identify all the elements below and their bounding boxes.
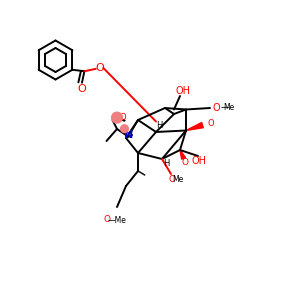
Text: OH: OH [176, 85, 190, 96]
Text: O: O [120, 113, 127, 122]
Text: —: — [221, 103, 229, 112]
Text: H: H [156, 122, 162, 130]
Text: O: O [95, 63, 104, 73]
Text: O: O [213, 103, 220, 113]
Text: O: O [103, 214, 110, 224]
Polygon shape [180, 150, 185, 159]
Text: H: H [163, 159, 170, 168]
Circle shape [121, 125, 128, 133]
Text: Me: Me [223, 103, 234, 112]
Text: Me: Me [172, 175, 183, 184]
Circle shape [112, 112, 122, 123]
Text: —Me: —Me [108, 216, 126, 225]
Text: O: O [78, 84, 86, 94]
Text: O: O [207, 119, 214, 128]
Text: N: N [124, 130, 134, 140]
Polygon shape [186, 122, 203, 130]
Text: O: O [182, 158, 189, 167]
Text: OH: OH [192, 156, 207, 167]
Text: O: O [168, 175, 175, 184]
